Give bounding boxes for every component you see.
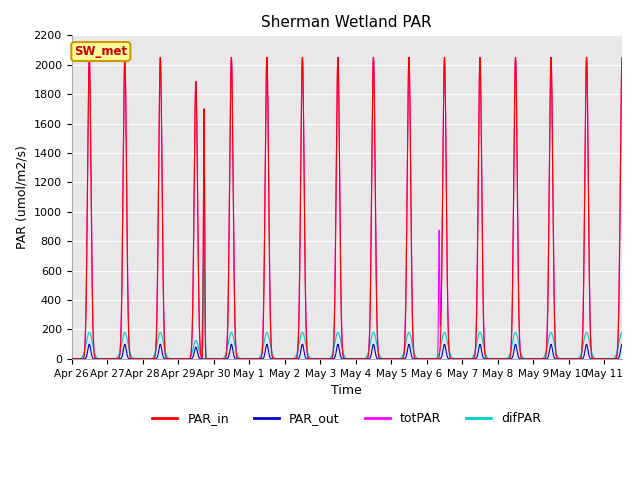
Legend: PAR_in, PAR_out, totPAR, difPAR: PAR_in, PAR_out, totPAR, difPAR	[147, 407, 546, 430]
Y-axis label: PAR (umol/m2/s): PAR (umol/m2/s)	[15, 145, 28, 249]
X-axis label: Time: Time	[332, 384, 362, 397]
Text: SW_met: SW_met	[74, 45, 127, 58]
Title: Sherman Wetland PAR: Sherman Wetland PAR	[262, 15, 432, 30]
